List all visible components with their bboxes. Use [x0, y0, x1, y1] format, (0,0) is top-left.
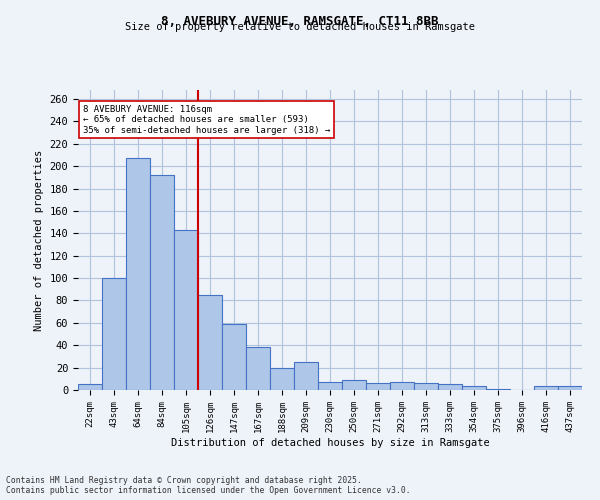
Bar: [390, 382, 414, 390]
Bar: [414, 384, 438, 390]
Bar: [174, 230, 198, 390]
X-axis label: Distribution of detached houses by size in Ramsgate: Distribution of detached houses by size …: [170, 438, 490, 448]
Bar: [534, 386, 558, 390]
Bar: [102, 278, 126, 390]
Y-axis label: Number of detached properties: Number of detached properties: [34, 150, 44, 330]
Bar: [318, 382, 342, 390]
Bar: [342, 380, 366, 390]
Bar: [438, 384, 462, 390]
Bar: [462, 386, 486, 390]
Text: Contains HM Land Registry data © Crown copyright and database right 2025.
Contai: Contains HM Land Registry data © Crown c…: [6, 476, 410, 495]
Bar: [150, 175, 174, 390]
Text: 8 AVEBURY AVENUE: 116sqm
← 65% of detached houses are smaller (593)
35% of semi-: 8 AVEBURY AVENUE: 116sqm ← 65% of detach…: [83, 105, 330, 135]
Bar: [222, 324, 246, 390]
Bar: [270, 368, 294, 390]
Text: 8, AVEBURY AVENUE, RAMSGATE, CT11 8BB: 8, AVEBURY AVENUE, RAMSGATE, CT11 8BB: [161, 15, 439, 28]
Bar: [246, 348, 270, 390]
Bar: [558, 386, 582, 390]
Bar: [294, 362, 318, 390]
Bar: [126, 158, 150, 390]
Bar: [78, 384, 102, 390]
Bar: [486, 389, 510, 390]
Bar: [198, 295, 222, 390]
Bar: [366, 384, 390, 390]
Text: Size of property relative to detached houses in Ramsgate: Size of property relative to detached ho…: [125, 22, 475, 32]
